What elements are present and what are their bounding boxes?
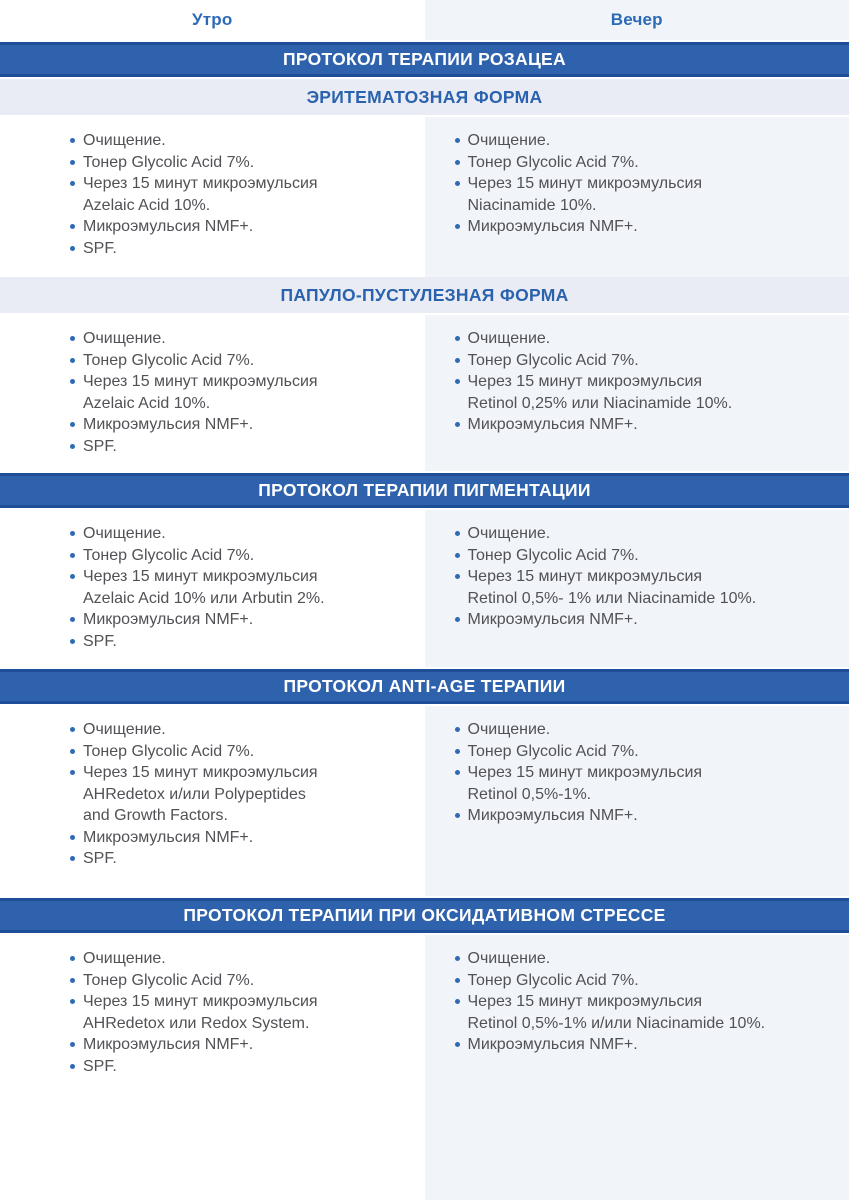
protocol-step: Микроэмульсия NMF+.: [454, 805, 844, 827]
pigmentation-morning-cell: Очищение. Тонер Glycolic Acid 7%. Через …: [0, 510, 425, 667]
protocol-step: Очищение.: [454, 328, 844, 350]
protocol-step: Очищение.: [70, 719, 419, 741]
protocol-step: Микроэмульсия NMF+.: [70, 216, 419, 238]
protocol-step: Через 15 минут микроэмульсия AHRedetox и…: [70, 762, 419, 827]
pigmentation-morning-list: Очищение. Тонер Glycolic Acid 7%. Через …: [0, 510, 425, 652]
antiage-evening-cell: Очищение. Тонер Glycolic Acid 7%. Через …: [424, 706, 849, 896]
pigmentation-evening-list: Очищение. Тонер Glycolic Acid 7%. Через …: [425, 510, 849, 631]
erythematous-evening-list: Очищение. Тонер Glycolic Acid 7%. Через …: [425, 117, 849, 238]
protocol-step: Через 15 минут микроэмульсия Retinol 0,5…: [454, 762, 844, 805]
section-title-pigmentation: ПРОТОКОЛ ТЕРАПИИ ПИГМЕНТАЦИИ: [0, 471, 849, 510]
protocol-step: Через 15 минут микроэмульсия Azelaic Aci…: [70, 371, 419, 414]
column-header-evening: Вечер: [424, 0, 849, 40]
papulopustular-content-row: Очищение. Тонер Glycolic Acid 7%. Через …: [0, 315, 849, 471]
protocol-step: Микроэмульсия NMF+.: [70, 827, 419, 849]
protocol-step: SPF.: [70, 848, 419, 870]
protocol-step: Через 15 минут микроэмульсия Retinol 0,5…: [454, 991, 844, 1034]
erythematous-evening-cell: Очищение. Тонер Glycolic Acid 7%. Через …: [424, 117, 849, 277]
protocol-step: Очищение.: [454, 523, 844, 545]
protocol-step: Тонер Glycolic Acid 7%.: [454, 970, 844, 992]
protocol-step: Очищение.: [454, 948, 844, 970]
oxidative-evening-cell: Очищение. Тонер Glycolic Acid 7%. Через …: [424, 935, 849, 1200]
protocol-step: Очищение.: [70, 948, 419, 970]
protocol-step: Микроэмульсия NMF+.: [454, 414, 844, 436]
protocol-step: SPF.: [70, 631, 419, 653]
antiage-content-row: Очищение. Тонер Glycolic Acid 7%. Через …: [0, 706, 849, 896]
protocol-step: Микроэмульсия NMF+.: [454, 216, 844, 238]
protocol-step: Через 15 минут микроэмульсия Retinol 0,5…: [454, 566, 844, 609]
protocol-step: Очищение.: [70, 328, 419, 350]
protocol-step: Микроэмульсия NMF+.: [70, 609, 419, 631]
antiage-morning-list: Очищение. Тонер Glycolic Acid 7%. Через …: [0, 706, 425, 870]
protocol-step: Тонер Glycolic Acid 7%.: [70, 545, 419, 567]
oxidative-content-row: Очищение. Тонер Glycolic Acid 7%. Через …: [0, 935, 849, 1200]
protocol-step: Через 15 минут микроэмульсия Retinol 0,2…: [454, 371, 844, 414]
papulopustular-evening-list: Очищение. Тонер Glycolic Acid 7%. Через …: [425, 315, 849, 436]
subsection-title-papulopustular: ПАПУЛО-ПУСТУЛЕЗНАЯ ФОРМА: [0, 277, 849, 315]
protocol-step: Тонер Glycolic Acid 7%.: [70, 741, 419, 763]
protocol-step: Тонер Glycolic Acid 7%.: [70, 970, 419, 992]
protocol-step: Очищение.: [70, 523, 419, 545]
column-headers: Утро Вечер: [0, 0, 849, 40]
antiage-evening-list: Очищение. Тонер Glycolic Acid 7%. Через …: [425, 706, 849, 827]
protocol-step: Микроэмульсия NMF+.: [454, 1034, 844, 1056]
protocol-step: Микроэмульсия NMF+.: [70, 414, 419, 436]
subsection-title-erythematous: ЭРИТЕМАТОЗНАЯ ФОРМА: [0, 79, 849, 117]
protocol-step: Тонер Glycolic Acid 7%.: [454, 350, 844, 372]
section-title-rosacea: ПРОТОКОЛ ТЕРАПИИ РОЗАЦЕА: [0, 40, 849, 79]
protocol-step: Микроэмульсия NMF+.: [70, 1034, 419, 1056]
oxidative-morning-list: Очищение. Тонер Glycolic Acid 7%. Через …: [0, 935, 425, 1077]
protocol-step: SPF.: [70, 436, 419, 458]
protocol-step: Тонер Glycolic Acid 7%.: [454, 545, 844, 567]
pigmentation-evening-cell: Очищение. Тонер Glycolic Acid 7%. Через …: [424, 510, 849, 667]
erythematous-morning-list: Очищение. Тонер Glycolic Acid 7%. Через …: [0, 117, 425, 259]
protocol-step: Очищение.: [454, 719, 844, 741]
protocol-step: Через 15 минут микроэмульсия Azelaic Aci…: [70, 173, 419, 216]
protocol-step: Тонер Glycolic Acid 7%.: [454, 152, 844, 174]
protocol-step: Очищение.: [454, 130, 844, 152]
oxidative-morning-cell: Очищение. Тонер Glycolic Acid 7%. Через …: [0, 935, 425, 1200]
pigmentation-content-row: Очищение. Тонер Glycolic Acid 7%. Через …: [0, 510, 849, 667]
protocol-step: SPF.: [70, 1056, 419, 1078]
oxidative-evening-list: Очищение. Тонер Glycolic Acid 7%. Через …: [425, 935, 849, 1056]
antiage-morning-cell: Очищение. Тонер Glycolic Acid 7%. Через …: [0, 706, 425, 896]
papulopustular-morning-cell: Очищение. Тонер Glycolic Acid 7%. Через …: [0, 315, 425, 471]
erythematous-content-row: Очищение. Тонер Glycolic Acid 7%. Через …: [0, 117, 849, 277]
protocol-step: Через 15 минут микроэмульсия Niacinamide…: [454, 173, 844, 216]
papulopustular-morning-list: Очищение. Тонер Glycolic Acid 7%. Через …: [0, 315, 425, 457]
column-header-morning: Утро: [0, 0, 425, 40]
protocol-step: Очищение.: [70, 130, 419, 152]
protocol-step: Тонер Glycolic Acid 7%.: [454, 741, 844, 763]
protocol-step: SPF.: [70, 238, 419, 260]
protocol-step: Микроэмульсия NMF+.: [454, 609, 844, 631]
papulopustular-evening-cell: Очищение. Тонер Glycolic Acid 7%. Через …: [424, 315, 849, 471]
section-title-antiage: ПРОТОКОЛ ANTI-AGE ТЕРАПИИ: [0, 667, 849, 706]
protocol-step: Тонер Glycolic Acid 7%.: [70, 152, 419, 174]
protocol-step: Тонер Glycolic Acid 7%.: [70, 350, 419, 372]
protocol-step: Через 15 минут микроэмульсия Azelaic Aci…: [70, 566, 419, 609]
section-title-oxidative: ПРОТОКОЛ ТЕРАПИИ ПРИ ОКСИДАТИВНОМ СТРЕСС…: [0, 896, 849, 935]
protocol-step: Через 15 минут микроэмульсия AHRedetox и…: [70, 991, 419, 1034]
erythematous-morning-cell: Очищение. Тонер Glycolic Acid 7%. Через …: [0, 117, 425, 277]
